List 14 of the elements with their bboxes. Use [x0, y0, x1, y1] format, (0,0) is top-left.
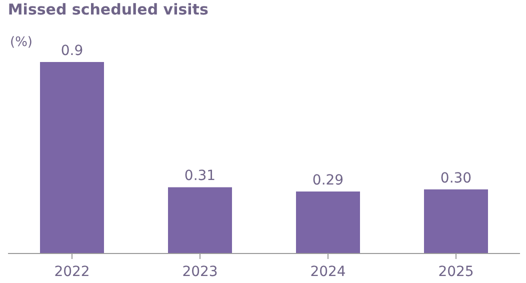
- bar: [424, 189, 488, 253]
- bar: [40, 62, 104, 253]
- bar: [296, 191, 360, 253]
- data-label: 0.9: [60, 43, 84, 60]
- bar: [168, 187, 232, 253]
- x-tick-label: 2024: [310, 264, 346, 280]
- x-tick-label: 2023: [182, 264, 218, 280]
- data-label: 0.30: [440, 170, 472, 186]
- y-axis-title: (%): [10, 35, 32, 50]
- chart-title: Missed scheduled visits: [8, 0, 208, 19]
- data-label: 0.31: [184, 168, 216, 184]
- x-tick-label: 2025: [438, 264, 474, 280]
- data-label: 0.29: [312, 172, 344, 188]
- x-tick-label: 2022: [54, 264, 90, 280]
